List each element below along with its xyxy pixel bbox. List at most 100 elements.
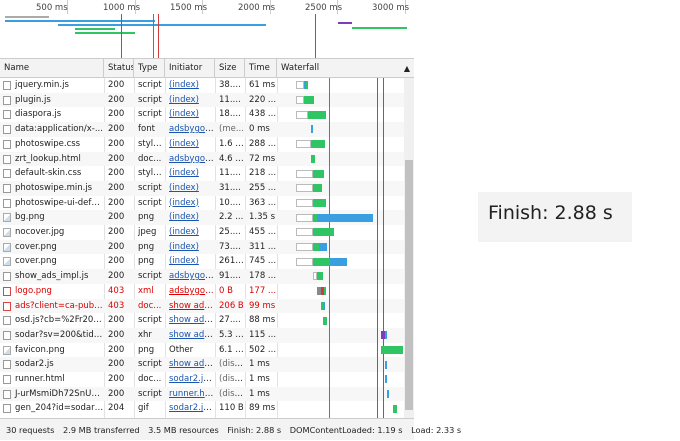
waterfall-bar[interactable] xyxy=(296,243,313,251)
column-header-waterfall[interactable]: Waterfall ▲ xyxy=(277,59,414,78)
waterfall-bar[interactable] xyxy=(313,169,324,178)
column-header-time[interactable]: Time xyxy=(245,59,277,78)
waterfall-bar[interactable] xyxy=(304,81,306,90)
cell-initiator-text[interactable]: (index) xyxy=(169,256,199,267)
waterfall-bar[interactable] xyxy=(296,213,313,222)
cell-initiator-text[interactable]: show ads... xyxy=(169,359,215,370)
cell-initiator-text[interactable]: adsbygoo... xyxy=(169,271,215,282)
waterfall-bar[interactable] xyxy=(387,390,389,398)
waterfall-bar[interactable] xyxy=(317,272,323,281)
waterfall-bar[interactable] xyxy=(330,257,347,266)
cell-initiator-text[interactable]: adsbygoo... xyxy=(169,153,215,164)
waterfall-bar[interactable] xyxy=(313,257,330,266)
column-header-initiator[interactable]: Initiator xyxy=(165,59,215,78)
waterfall-bar[interactable] xyxy=(381,345,403,354)
request-row[interactable]: J-urMsmiDh72SnUqr... 200 script runner.ht..… xyxy=(0,386,404,402)
cell-initiator-text[interactable]: (index) xyxy=(169,109,199,120)
cell-initiator-text[interactable]: (index) xyxy=(169,212,199,223)
waterfall-bar[interactable] xyxy=(304,96,314,104)
request-row[interactable]: gen_204?id=sodar2... 204 gif sodar2.js:24 11… xyxy=(0,401,404,416)
cell-size: 6.1 KB xyxy=(215,343,245,358)
request-row[interactable]: zrt_lookup.html 200 doc... adsbygoo... 4.6 K… xyxy=(0,151,404,167)
overview-timeline[interactable]: 500 ms 1000 ms 1500 ms 2000 ms 2500 ms 3… xyxy=(0,0,414,58)
cell-initiator-text[interactable]: show ads... xyxy=(169,300,215,311)
cell-initiator-text[interactable]: show ads... xyxy=(169,329,215,340)
request-row[interactable]: logo.png 403 xml adsbygoo... 0 B 177 ... xyxy=(0,284,404,299)
request-row[interactable]: diaspora.js 200 script (index) 18.5... 438 ..… xyxy=(0,107,404,122)
waterfall-bar[interactable] xyxy=(311,140,325,149)
request-row[interactable]: sodar2.js 200 script show ads... (disk... 1 m… xyxy=(0,357,404,372)
waterfall-bar[interactable] xyxy=(317,213,373,222)
waterfall-bar[interactable] xyxy=(313,184,322,193)
waterfall-bar[interactable] xyxy=(393,404,397,413)
waterfall-bar[interactable] xyxy=(321,301,323,310)
cell-time: 288 ... xyxy=(245,137,277,152)
column-header-size[interactable]: Size xyxy=(215,59,245,78)
waterfall-bar[interactable] xyxy=(296,140,311,149)
waterfall-bar[interactable] xyxy=(296,198,313,207)
waterfall-bar[interactable] xyxy=(296,228,313,237)
waterfall-bar[interactable] xyxy=(323,301,325,310)
triangle-up-icon[interactable]: ▲ xyxy=(403,64,410,73)
cell-initiator-text[interactable]: (index) xyxy=(169,138,199,149)
request-row[interactable]: data:application/x-... 200 font adsbygoo...… xyxy=(0,122,404,137)
waterfall-bar[interactable] xyxy=(313,198,326,207)
cell-initiator-text[interactable]: show ads... xyxy=(169,315,215,326)
vertical-scrollbar[interactable] xyxy=(404,78,414,418)
waterfall-bar[interactable] xyxy=(313,272,317,281)
request-row[interactable]: cover.png 200 png (index) 261 ... 745 ... xyxy=(0,254,404,269)
waterfall-bar[interactable] xyxy=(296,257,313,266)
cell-initiator-text[interactable]: (index) xyxy=(169,80,199,90)
waterfall-bar[interactable] xyxy=(306,81,308,90)
cell-initiator-text[interactable]: runner.ht... xyxy=(169,388,215,399)
waterfall-bar[interactable] xyxy=(321,287,324,296)
cell-initiator-text[interactable]: (index) xyxy=(169,227,199,237)
cell-type-text: xhr xyxy=(138,329,152,340)
waterfall-bar[interactable] xyxy=(308,110,326,119)
waterfall-bar[interactable] xyxy=(313,243,319,251)
cell-initiator-text[interactable]: (index) xyxy=(169,94,199,105)
request-row[interactable]: ads?client=ca-pub-8... 403 doc... show ads.… xyxy=(0,298,404,314)
waterfall-bar[interactable] xyxy=(385,360,387,369)
scrollbar-thumb[interactable] xyxy=(405,160,413,410)
column-header-type[interactable]: Type xyxy=(134,59,165,78)
waterfall-bar[interactable] xyxy=(381,331,385,340)
waterfall-bar[interactable] xyxy=(317,287,321,296)
cell-initiator-text[interactable]: sodar2.js:20 xyxy=(169,374,215,384)
cell-initiator-text[interactable]: adsbygoo... xyxy=(169,124,215,135)
cell-initiator-text[interactable]: (index) xyxy=(169,182,199,193)
cell-time: 72 ms xyxy=(245,152,277,167)
request-row[interactable]: photoswipe.css 200 style... (index) 1.6 KB 28… xyxy=(0,137,404,152)
waterfall-bar[interactable] xyxy=(296,81,304,90)
request-row[interactable]: sodar?sv=200&tid=... 200 xhr show ads... 5.3… xyxy=(0,327,404,343)
request-row[interactable]: photoswipe-ui-defa... 200 script (index) 10.… xyxy=(0,196,404,211)
cell-initiator-text[interactable]: (index) xyxy=(169,241,199,252)
column-header-status[interactable]: Status xyxy=(104,59,134,78)
waterfall-bar[interactable] xyxy=(313,228,334,237)
waterfall-bar[interactable] xyxy=(296,184,313,193)
request-row[interactable]: jquery.min.js 200 script (index) 38.2... 61 m… xyxy=(0,78,404,93)
request-row[interactable]: runner.html 200 doc... sodar2.js:20 (disk...… xyxy=(0,372,404,387)
request-row[interactable]: show_ads_impl.js 200 script adsbygoo... 91.9… xyxy=(0,269,404,284)
request-row[interactable]: nocover.jpg 200 jpeg (index) 25.8... 455 ... xyxy=(0,225,404,240)
cell-initiator-text[interactable]: (index) xyxy=(169,197,199,208)
waterfall-bar[interactable] xyxy=(385,375,387,384)
waterfall-bar[interactable] xyxy=(296,110,308,119)
waterfall-bar[interactable] xyxy=(385,331,387,340)
request-row[interactable]: favicon.png 200 png Other 6.1 KB 502 ... xyxy=(0,343,404,358)
cell-initiator-text[interactable]: (index) xyxy=(169,168,199,179)
waterfall-bar[interactable] xyxy=(324,287,326,296)
column-header-name[interactable]: Name xyxy=(0,59,104,78)
cell-initiator-text[interactable]: sodar2.js:24 xyxy=(169,403,215,414)
waterfall-bar[interactable] xyxy=(313,213,317,222)
waterfall-bar[interactable] xyxy=(323,316,327,325)
waterfall-bar[interactable] xyxy=(319,243,327,251)
waterfall-bar[interactable] xyxy=(311,125,313,134)
request-row[interactable]: osd.js?cb=%2Fr2010... 200 script show ads..… xyxy=(0,313,404,328)
waterfall-bar[interactable] xyxy=(296,96,304,104)
waterfall-bar[interactable] xyxy=(296,169,313,178)
cell-initiator-text[interactable]: adsbygoo... xyxy=(169,285,215,296)
request-row[interactable]: default-skin.css 200 style... (index) 11.7..… xyxy=(0,166,404,181)
waterfall-bar[interactable] xyxy=(311,154,315,163)
file-icon xyxy=(3,286,11,296)
